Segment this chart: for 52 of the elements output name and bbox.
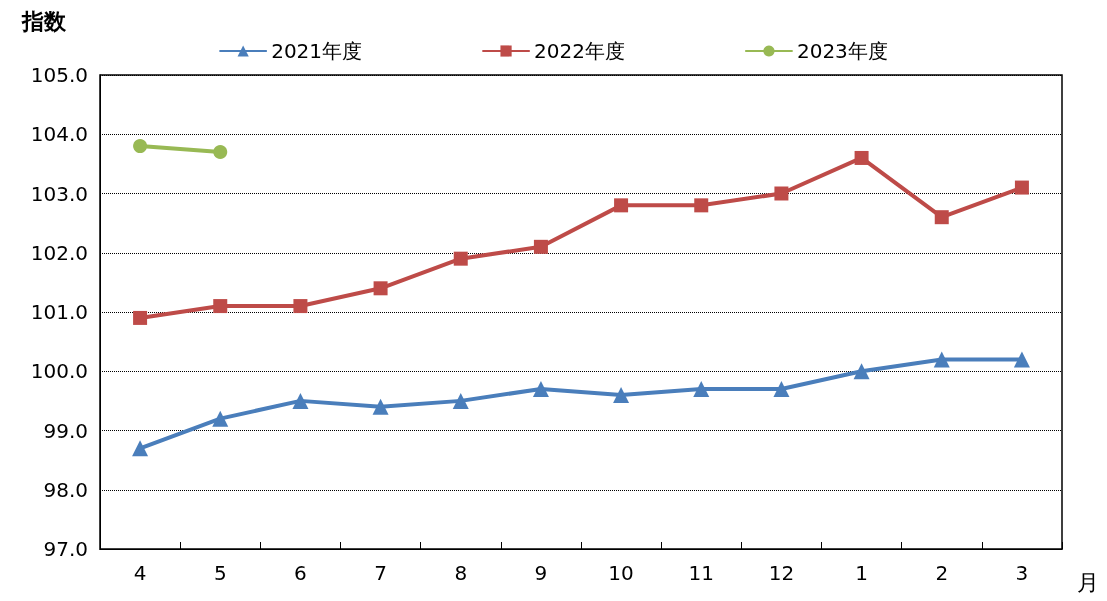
x-tick-label: 11 [688,561,714,585]
point [532,381,549,398]
point [694,198,709,213]
x-tick-label: 1 [855,561,868,585]
point [452,392,469,409]
y-tick-label: 104.0 [30,122,88,147]
point [453,251,468,266]
point [613,386,630,403]
x-tick-label: 6 [294,561,307,585]
point [133,310,148,325]
y-axis-title: 指数 [21,8,67,34]
y-tick-label: 98.0 [43,477,88,502]
x-tick-label: 3 [1015,561,1029,585]
point [213,299,228,314]
y-tick-label: 101.0 [30,300,88,324]
y-tick-label: 103.0 [30,181,88,206]
x-tick-label: 12 [768,561,795,585]
point [533,239,548,254]
x-tick-label: 10 [608,561,634,585]
x-axis-title: 月 [1077,569,1099,595]
x-tick-label: 9 [534,561,548,585]
y-tick-label: 105.0 [30,63,88,87]
point [774,186,789,201]
x-tick-label: 2 [935,561,949,585]
point [373,281,388,296]
y-tick-label: 102.0 [30,240,88,265]
point [292,392,309,409]
point [854,150,869,165]
y-tick-label: 99.0 [43,418,88,443]
point [693,381,710,398]
point [933,351,950,368]
legend-label: 2023年度 [796,39,888,63]
legend-label: 2022年度 [534,39,625,63]
point [213,145,228,160]
point [293,299,308,314]
legend-label: 2021年度 [271,39,363,63]
x-tick-label: 5 [213,561,227,585]
point [1013,351,1030,368]
x-tick-label: 8 [454,561,468,585]
x-tick-label: 4 [133,561,147,585]
point [853,363,870,380]
point [1014,180,1029,195]
y-tick-label: 100.0 [30,359,88,384]
point [773,381,790,398]
point [133,139,148,154]
x-tick-label: 7 [374,561,387,585]
point [372,398,389,415]
point [132,440,149,457]
point [934,210,949,225]
point [212,410,229,427]
y-tick-label: 97.0 [43,537,88,561]
point [614,198,629,213]
